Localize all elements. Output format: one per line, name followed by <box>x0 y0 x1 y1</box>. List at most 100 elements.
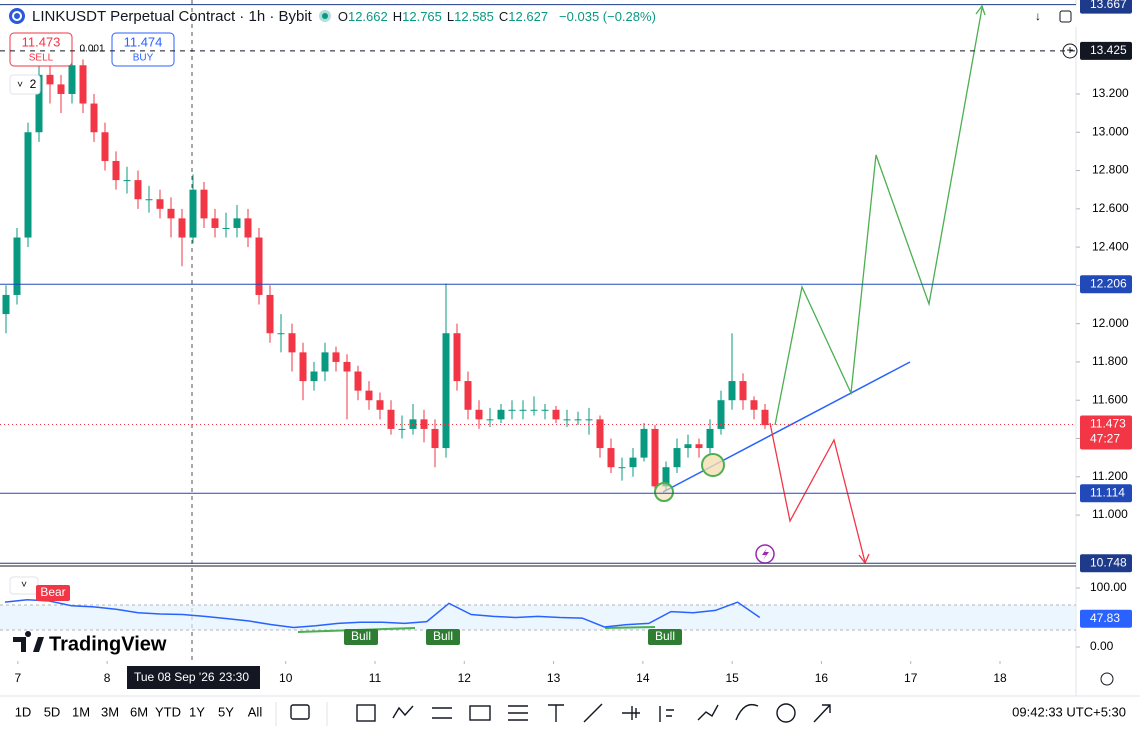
tool[interactable] <box>583 703 603 723</box>
ohlc-value: 12.765 <box>402 8 442 24</box>
candle-body <box>200 189 208 219</box>
price-label: 12.206 <box>1090 276 1127 290</box>
ohlc-value: 12.627 <box>508 8 549 24</box>
candle-body <box>563 419 571 421</box>
bear-path <box>769 422 866 563</box>
range-button[interactable]: 6M <box>130 704 148 719</box>
range-button[interactable]: All <box>248 704 263 719</box>
chevron: ˅ <box>17 80 23 91</box>
price-label: 13.667 <box>1090 0 1127 11</box>
candle-body <box>574 419 582 421</box>
tool[interactable] <box>548 704 564 722</box>
candle-body <box>255 237 263 295</box>
candle-body <box>321 352 329 372</box>
divergence <box>604 626 656 629</box>
drawing-tools[interactable] <box>290 703 831 723</box>
candle-body <box>629 457 637 468</box>
candle-body <box>640 428 648 458</box>
x-tick-label: 11 <box>369 671 382 685</box>
tool[interactable] <box>469 705 491 721</box>
rsi-band <box>0 605 1076 630</box>
range-button[interactable]: 1D <box>15 704 32 719</box>
signal-label: Bull <box>655 629 675 643</box>
signal-label: Bull <box>433 629 453 643</box>
clock: 09:42:33 UTC+5:30 <box>1012 704 1126 719</box>
candle-body <box>684 444 692 449</box>
candle-body <box>585 419 593 421</box>
tool[interactable] <box>356 704 376 722</box>
price-label: 13.425 <box>1090 43 1127 57</box>
candle-body <box>387 409 395 429</box>
indicator-toggle[interactable] <box>9 74 41 95</box>
candle-body <box>596 419 604 449</box>
sell-button[interactable] <box>9 32 73 67</box>
candle-body <box>376 400 384 410</box>
touch-circle <box>701 453 725 477</box>
tool[interactable] <box>290 704 310 720</box>
range-button[interactable]: 5D <box>44 704 61 719</box>
buy-button[interactable] <box>111 32 175 67</box>
settings-button[interactable] <box>1100 672 1114 686</box>
button[interactable] <box>1055 5 1077 27</box>
scroll-button[interactable]: ↓ <box>1035 9 1041 23</box>
candle-body <box>464 381 472 410</box>
price-label-box <box>1080 554 1132 573</box>
candle-body <box>497 409 505 420</box>
rsi-tick-label: 100.00 <box>1090 580 1127 594</box>
symbol-logo <box>9 8 25 24</box>
ohlc-value: 12.662 <box>347 8 388 24</box>
tool[interactable] <box>813 704 831 723</box>
ohlc: O12.662 H12.765 L12.585 C12.627 <box>338 9 553 24</box>
crosshair-time-box <box>127 666 260 689</box>
tool[interactable] <box>659 706 674 722</box>
candle-body <box>739 381 747 401</box>
candle-body <box>508 409 516 411</box>
countdown: 47:27 <box>1090 432 1120 446</box>
sell-price: 11.473 <box>22 34 61 49</box>
y-tick-label: 12.600 <box>1092 201 1129 215</box>
candle-body <box>79 65 87 104</box>
bull-arrow <box>975 4 986 16</box>
range-button[interactable]: 5Y <box>218 704 234 719</box>
tool[interactable] <box>776 703 796 723</box>
rsi-last-label: 47.83 <box>1090 611 1120 625</box>
tool[interactable] <box>735 703 759 721</box>
signal-box <box>36 585 70 601</box>
ohlc-label: L <box>446 8 455 24</box>
candle-body <box>57 84 65 94</box>
price-label-box <box>1080 484 1132 503</box>
range-button[interactable]: 1M <box>72 704 90 719</box>
y-tick-label: 13.000 <box>1092 124 1129 138</box>
range-button[interactable]: YTD <box>155 704 181 719</box>
candle-body <box>90 103 98 133</box>
x-tick-label: 8 <box>104 671 111 685</box>
candle-body <box>178 218 186 238</box>
range-button[interactable]: 1Y <box>189 704 205 719</box>
candle-body <box>607 448 615 468</box>
candle-body <box>717 400 725 429</box>
range-button[interactable]: 3M <box>101 704 119 719</box>
tool[interactable] <box>622 706 640 720</box>
candle-body <box>310 371 318 382</box>
candle-body <box>475 409 483 420</box>
marks <box>2 46 769 491</box>
rsi-last-box <box>1080 609 1132 628</box>
tool[interactable] <box>697 704 719 721</box>
price-label-box <box>1080 275 1132 294</box>
y-tick-label: 13.200 <box>1092 86 1129 100</box>
candle-body <box>167 208 175 219</box>
buy-label: BUY <box>133 53 154 64</box>
candle-body <box>266 294 274 334</box>
candle-body <box>398 428 406 430</box>
fullscreen-button[interactable] <box>1059 10 1072 23</box>
signal-label: Bear <box>40 585 65 599</box>
candle-body <box>68 65 76 94</box>
candle-body <box>365 390 373 401</box>
candle-body <box>541 409 549 411</box>
candle-body <box>2 294 10 315</box>
candle-body <box>288 333 296 353</box>
x-tick-label: 14 <box>636 671 650 685</box>
tool[interactable] <box>392 705 414 719</box>
